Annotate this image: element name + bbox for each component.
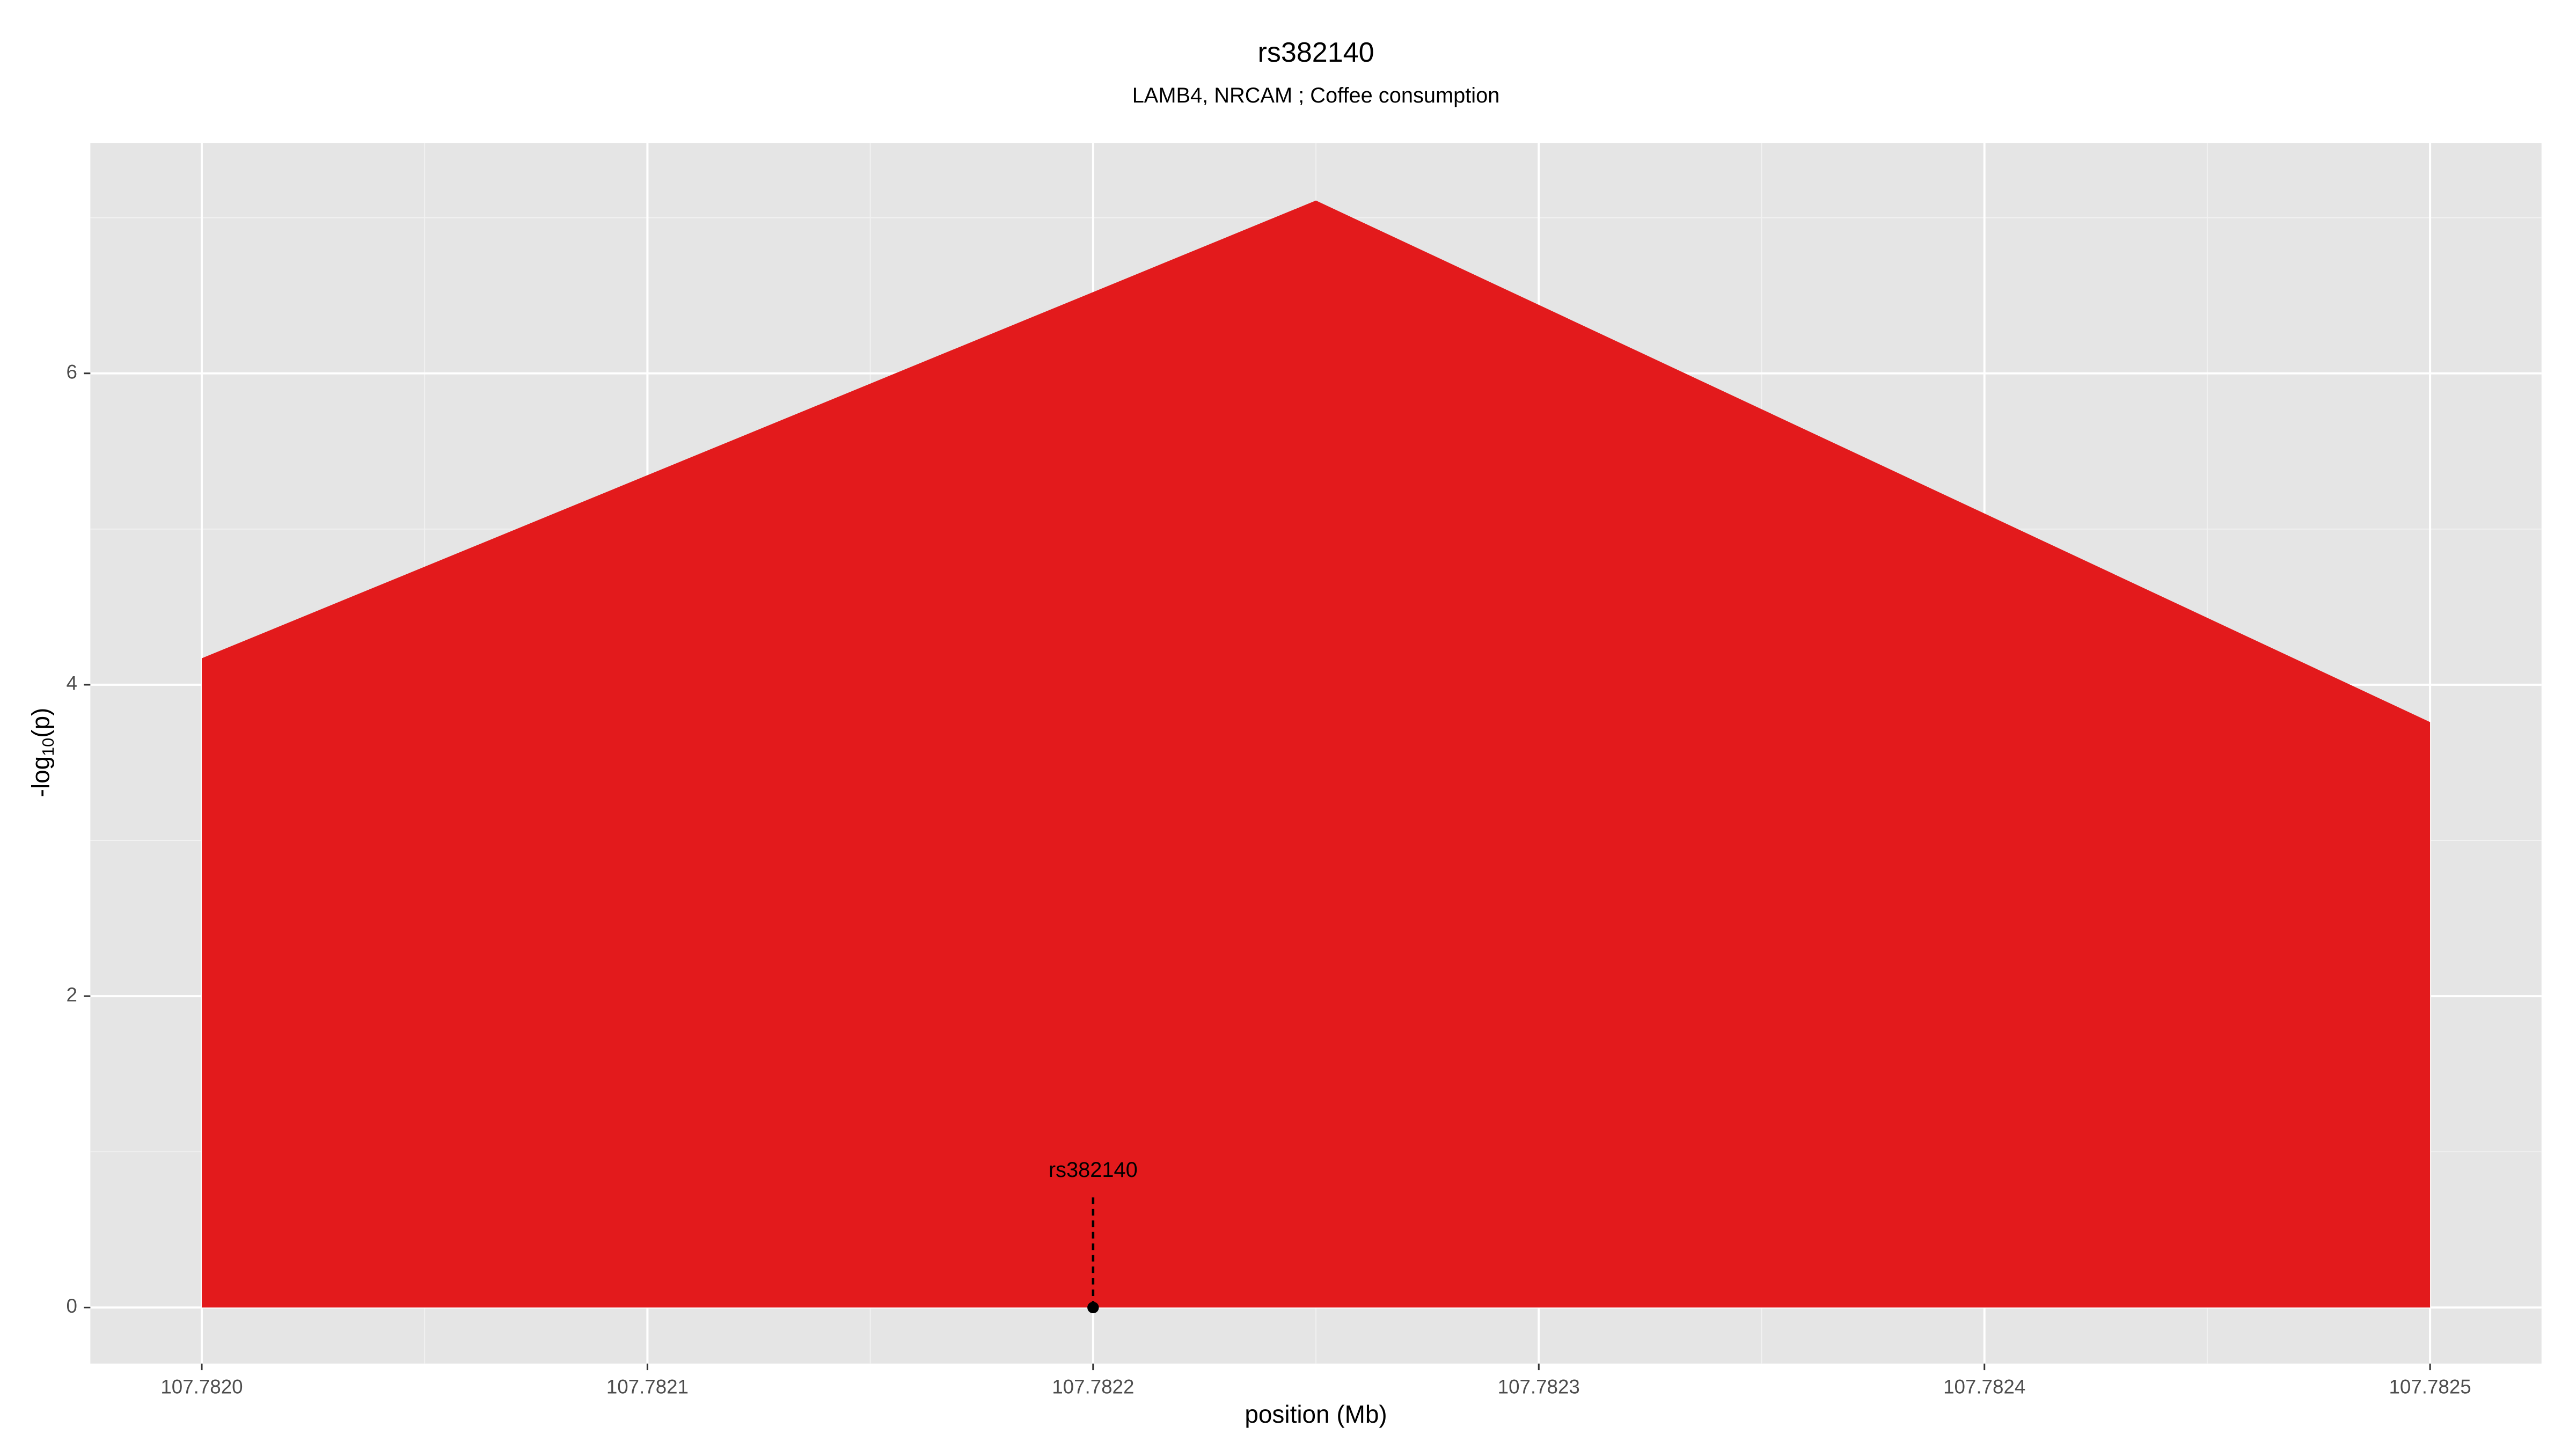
y-tick-label: 0 <box>66 1295 77 1317</box>
y-label-subscript: 10 <box>39 738 57 756</box>
x-tick-label: 107.7820 <box>160 1375 243 1397</box>
y-tick-label: 6 <box>66 361 77 383</box>
x-tick-label: 107.7821 <box>606 1375 689 1397</box>
y-label-base: -log <box>27 756 55 797</box>
y-axis-label: -log10(p) <box>27 708 57 797</box>
x-tick-label: 107.7822 <box>1052 1375 1134 1397</box>
x-tick-label: 107.7824 <box>1943 1375 2025 1397</box>
y-label-suffix: (p) <box>27 708 55 738</box>
annotation-label: rs382140 <box>1049 1158 1138 1182</box>
y-tick-label: 4 <box>66 672 77 694</box>
x-axis-label: position (Mb) <box>1245 1400 1387 1428</box>
x-tick-label: 107.7823 <box>1498 1375 1580 1397</box>
annotation-point <box>1087 1301 1099 1314</box>
chart-subtitle: LAMB4, NRCAM ; Coffee consumption <box>1132 84 1500 107</box>
area <box>201 200 2431 1308</box>
x-tick-label: 107.7825 <box>2389 1375 2471 1397</box>
y-tick-label: 2 <box>66 984 77 1006</box>
chart-title: rs382140 <box>1258 37 1374 68</box>
